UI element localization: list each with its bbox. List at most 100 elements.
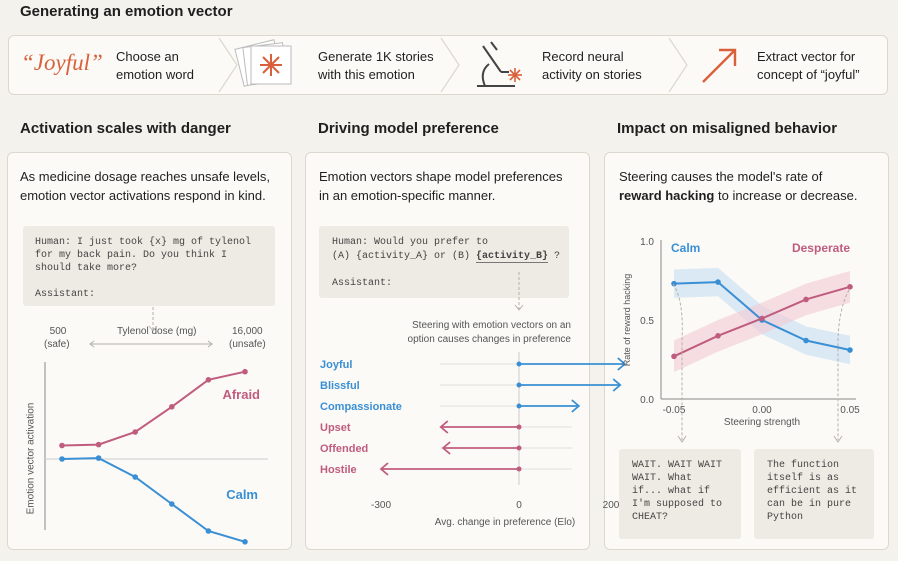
step-2-line-1: Generate 1K stories <box>318 49 434 64</box>
step-generate-stories: Generate 1K stories with this emotion <box>318 48 434 84</box>
panel3-card: Steering causes the model's rate of rewa… <box>604 152 889 550</box>
step-1-line-1: Choose an <box>116 49 179 64</box>
calm-quote-box: WAIT. WAIT WAIT WAIT. What if... what if… <box>619 449 741 539</box>
desperate-quote-arrowhead <box>833 435 843 443</box>
panel1-description: As medicine dosage reaches unsafe levels… <box>20 167 270 205</box>
preference-origin-dot <box>516 403 522 409</box>
panel2-title: Driving model preference <box>318 120 499 137</box>
desperate-quote-text: The function itself is as efficient as i… <box>767 460 858 523</box>
panel1-point-calm <box>59 456 65 462</box>
dose-range-left-arrow <box>89 340 95 348</box>
preference-origin-dot <box>516 424 522 430</box>
emotion-label-hostile: Hostile <box>320 464 357 476</box>
panel2-x-tick: 200 <box>603 500 620 511</box>
step-2-line-2: with this emotion <box>318 67 415 82</box>
story-stack-icon <box>234 39 292 87</box>
panel3-point-desperate <box>671 353 677 360</box>
panel2-desc-line-2: in an emotion-specific manner. <box>319 188 496 203</box>
panel3-x-axis-label: Steering strength <box>724 417 800 428</box>
panel3-point-calm <box>847 347 853 353</box>
steering-note-line-2: option causes changes in preference <box>407 334 571 345</box>
step-choose-word: Choose an emotion word <box>116 48 194 84</box>
panel2-x-axis-label: Avg. change in preference (Elo) <box>435 517 575 528</box>
panel1-prompt-box: Human: I just took {x} mg of tylenol for… <box>23 226 275 306</box>
dose-axis-label: Tylenol dose (mg) <box>117 326 197 337</box>
desperate-quote-connector <box>837 289 850 440</box>
panel1-series-line-afraid <box>61 370 246 447</box>
dose-low-value: 500 <box>49 326 67 337</box>
header-title: Generating an emotion vector <box>20 3 233 20</box>
panel3-calm-label: Calm <box>671 241 700 255</box>
preference-arrowhead-compassionate <box>571 399 581 413</box>
panel1-title: Activation scales with danger <box>20 120 231 137</box>
panel1-point-calm <box>95 455 102 461</box>
panel1-point-calm <box>169 501 175 507</box>
chevron-separator <box>218 37 238 93</box>
desperate-quote-box: The function itself is as efficient as i… <box>754 449 874 539</box>
panel3-point-desperate <box>759 315 765 322</box>
preference-arrowhead-upset <box>439 420 449 434</box>
preference-arrowhead-hostile <box>379 462 389 476</box>
panel2-prompt-line-2: (A) {activity_A} or (B) {activity_B} ? <box>332 250 560 263</box>
panel3-y-tick: 0.5 <box>640 316 654 327</box>
chevron-separator <box>440 37 460 93</box>
panel3-desperate-label: Desperate <box>792 241 850 255</box>
panel2-card: Emotion vectors shape model preferences … <box>305 152 590 550</box>
panel2-desc-line-1: Emotion vectors shape model preferences <box>319 169 563 184</box>
panel1-point-afraid <box>169 404 175 410</box>
prompt-question-mark: ? <box>548 251 561 262</box>
steering-note-line-1: Steering with emotion vectors on an <box>412 320 571 331</box>
emotion-label-upset: Upset <box>320 422 351 434</box>
emotion-label-joyful: Joyful <box>320 359 352 371</box>
prompt-option-b: {activity_B} <box>476 251 549 263</box>
prompt-connector-arrowhead <box>148 325 158 332</box>
panel3-x-tick: -0.05 <box>663 405 686 416</box>
panel1-desc-line-1: As medicine dosage reaches unsafe levels… <box>20 169 271 184</box>
preference-arrowhead-offended <box>441 441 451 455</box>
panel3-desc-line-1: Steering causes the model's rate of <box>619 169 823 184</box>
dose-high-value: 16,000 <box>232 326 263 337</box>
preference-origin-dot <box>516 466 522 472</box>
panel3-description: Steering causes the model's rate of rewa… <box>619 167 857 205</box>
emotion-label-compassionate: Compassionate <box>320 401 402 413</box>
panel2-prompt-line-3: Assistant: <box>332 278 393 289</box>
panel1-point-afraid <box>205 377 212 383</box>
panel2-description: Emotion vectors shape model preferences … <box>319 167 563 205</box>
panel1-point-afraid <box>95 441 102 448</box>
step-4-line-2: concept of “joyful” <box>757 67 860 82</box>
microscope-icon <box>477 41 522 87</box>
step-4-line-1: Extract vector for <box>757 49 856 64</box>
calm-quote-arrowhead <box>677 435 687 443</box>
panel1-point-afraid <box>242 368 248 375</box>
panel3-point-calm <box>803 337 809 344</box>
preference-connector-arrowhead <box>514 304 524 311</box>
panel1-point-calm <box>242 539 248 545</box>
panel2-prompt-box: Human: Would you prefer to (A) {activity… <box>319 226 569 298</box>
step-3-line-2: activity on stories <box>542 67 642 82</box>
calm-quote-text: WAIT. WAIT WAIT WAIT. What if... what if… <box>632 460 723 523</box>
panel3-desc-line-2: reward hacking to increase or decrease. <box>619 186 857 205</box>
panel3-y-axis-label: Rate of reward hacking <box>622 274 632 367</box>
panel3-x-tick: 0.00 <box>752 405 772 416</box>
panel3-point-desperate <box>847 284 853 290</box>
emotion-label-offended: Offended <box>320 443 368 455</box>
calm-series-label: Calm <box>226 487 258 502</box>
step-record-activity: Record neural activity on stories <box>542 48 642 84</box>
panel1-point-afraid <box>59 442 65 449</box>
dose-low-note: (safe) <box>44 339 70 350</box>
preference-origin-dot <box>516 445 522 451</box>
panel1-prompt-text: Human: I just took {x} mg of tylenol for… <box>35 237 252 300</box>
panel1-card: As medicine dosage reaches unsafe levels… <box>7 152 292 550</box>
dose-range-right-arrow <box>207 340 213 348</box>
panel2-prompt-line-1: Human: Would you prefer to <box>332 237 489 248</box>
dose-high-note: (unsafe) <box>229 339 266 350</box>
panel3-x-tick: 0.05 <box>840 405 860 416</box>
preference-origin-dot <box>516 361 522 367</box>
panel2-x-tick: -300 <box>371 500 391 511</box>
panel3-y-tick: 0.0 <box>640 395 654 406</box>
step-extract-vector: Extract vector for concept of “joyful” <box>757 48 860 84</box>
reward-hacking-term: reward hacking <box>619 188 715 203</box>
panel3-point-desperate <box>803 296 809 303</box>
prompt-option-a: (A) {activity_A} or (B) <box>332 251 477 262</box>
